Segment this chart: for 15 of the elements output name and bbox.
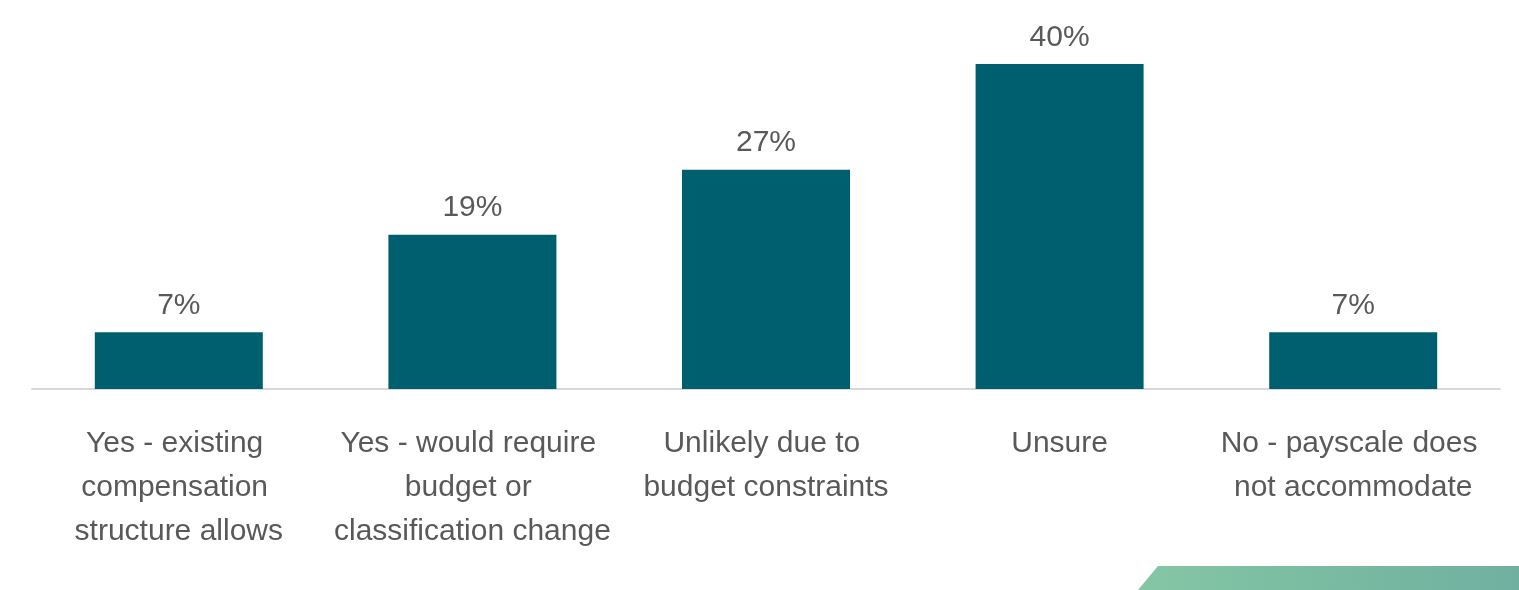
bar bbox=[388, 234, 557, 389]
x-tick-label: Yes - existing compensation structure allows bbox=[74, 424, 283, 546]
data-label: 27% bbox=[735, 124, 797, 158]
x-tick-label: Unlikely due to budget constraints bbox=[643, 424, 889, 502]
bar bbox=[94, 332, 263, 389]
bar bbox=[682, 169, 850, 389]
data-label: 40% bbox=[1029, 18, 1090, 52]
x-tick-label: No - payscale does not accommodate bbox=[1220, 424, 1486, 502]
x-tick-label: Yes - would require budget or classification change bbox=[333, 424, 611, 546]
bar bbox=[1269, 332, 1438, 389]
data-label: 7% bbox=[1331, 286, 1375, 320]
data-label: 19% bbox=[442, 189, 503, 223]
bar bbox=[975, 64, 1144, 389]
x-tick-label: Unsure bbox=[1011, 424, 1108, 458]
data-label: 7% bbox=[157, 286, 201, 320]
